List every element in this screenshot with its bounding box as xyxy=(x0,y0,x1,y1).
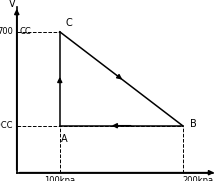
Text: 100kpa: 100kpa xyxy=(44,176,75,181)
Text: A: A xyxy=(61,134,68,144)
Text: 700: 700 xyxy=(0,27,13,36)
Text: CC: CC xyxy=(19,27,31,36)
Text: 500CC: 500CC xyxy=(0,121,13,130)
Text: 200kpa: 200kpa xyxy=(183,176,214,181)
Text: B: B xyxy=(190,119,197,129)
Text: V: V xyxy=(9,0,15,9)
Text: C: C xyxy=(66,18,73,28)
